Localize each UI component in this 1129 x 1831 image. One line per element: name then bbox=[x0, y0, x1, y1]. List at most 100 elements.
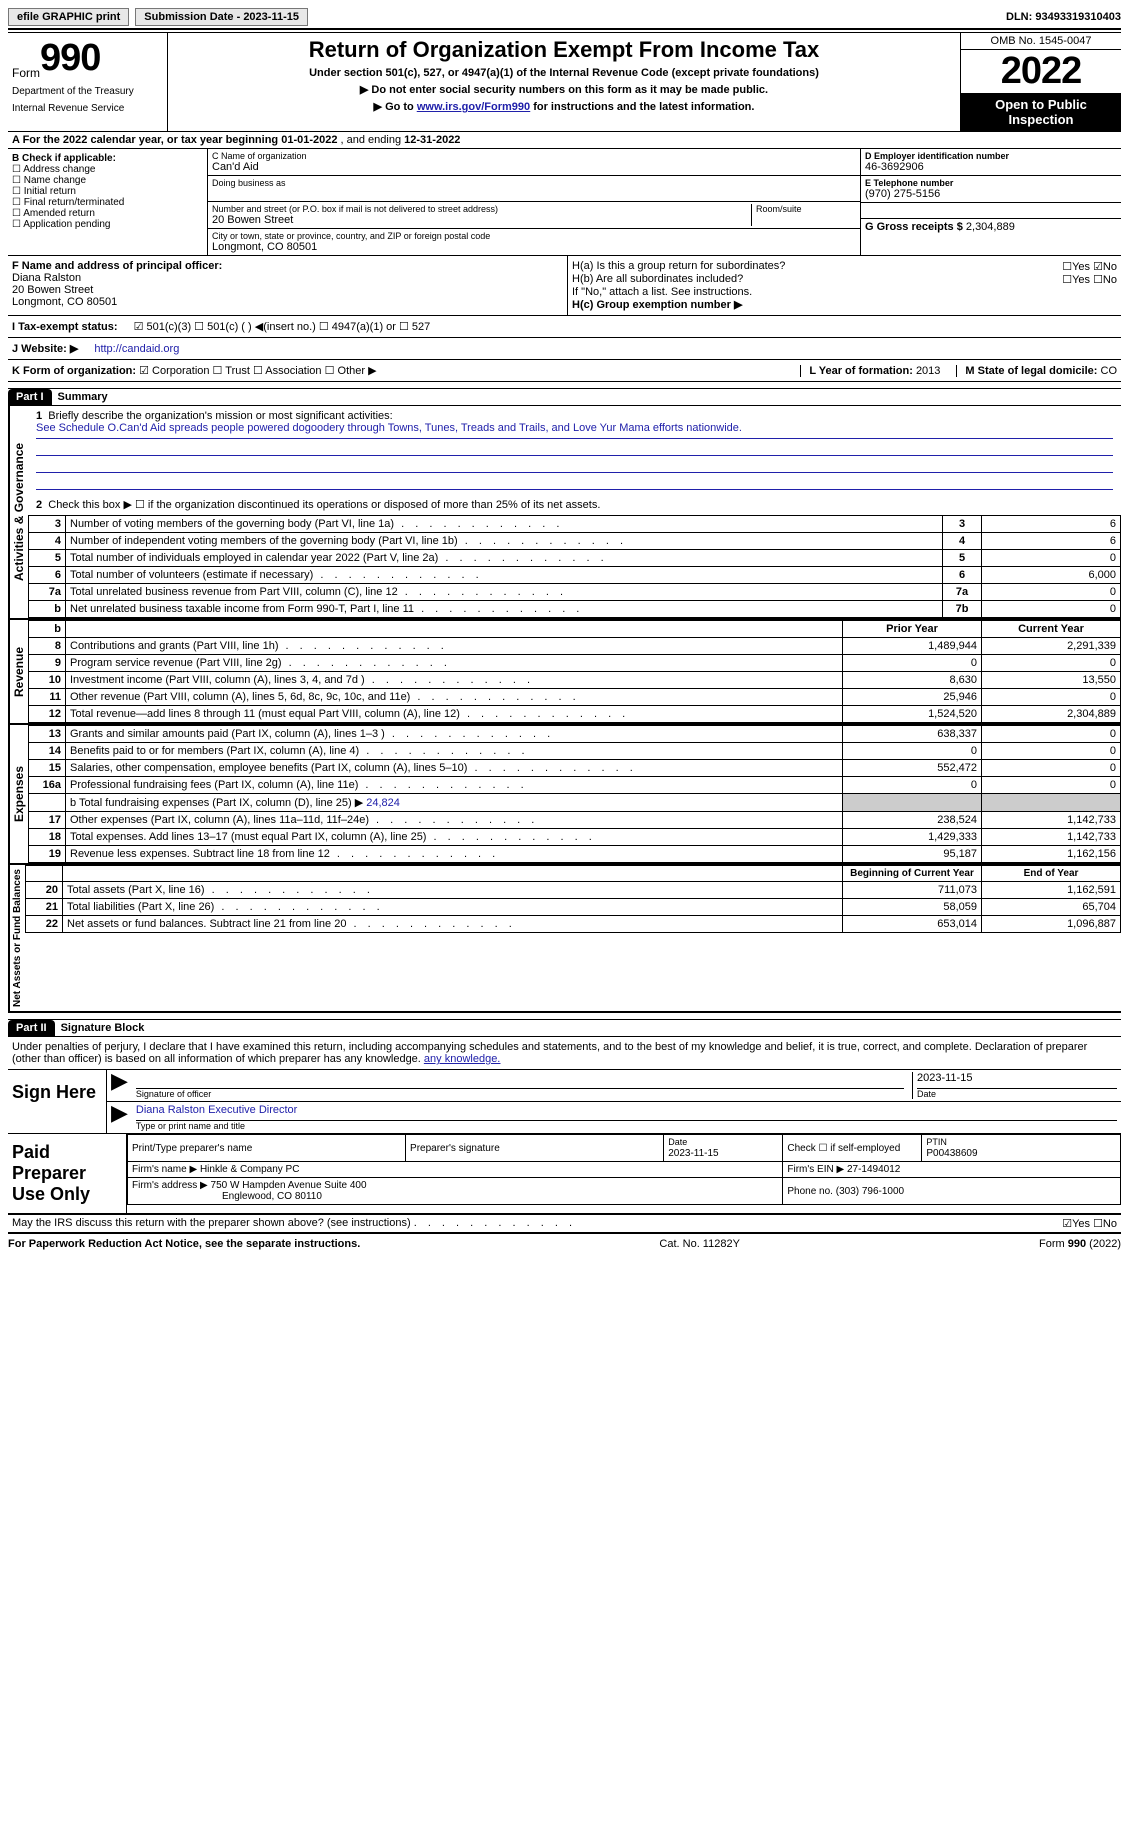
preparer-sig-label: Preparer's signature bbox=[406, 1135, 664, 1162]
line-desc: Total revenue—add lines 8 through 11 (mu… bbox=[66, 706, 843, 723]
line-desc: Professional fundraising fees (Part IX, … bbox=[66, 777, 843, 794]
line-box: 4 bbox=[943, 533, 982, 550]
line-desc: Number of independent voting members of … bbox=[66, 533, 943, 550]
line-value: 6 bbox=[982, 533, 1121, 550]
footer-form: Form 990 (2022) bbox=[1039, 1238, 1121, 1250]
prior-year-value: 638,337 bbox=[843, 726, 982, 743]
current-year-value: 2,304,889 bbox=[982, 706, 1121, 723]
line-num: b bbox=[29, 601, 66, 618]
line1-num: 1 bbox=[36, 410, 42, 422]
expenses-table: 13 Grants and similar amounts paid (Part… bbox=[28, 725, 1121, 863]
firm-phone: (303) 796-1000 bbox=[836, 1186, 904, 1197]
sig-date-label: Date bbox=[917, 1089, 1117, 1099]
chk-address-change[interactable]: Address change bbox=[12, 164, 203, 175]
governance-table: 3 Number of voting members of the govern… bbox=[28, 515, 1121, 618]
current-year-value: 65,704 bbox=[982, 899, 1121, 916]
current-year-value: 0 bbox=[982, 777, 1121, 794]
prior-year-value: 711,073 bbox=[843, 882, 982, 899]
officer-printed-name-label: Type or print name and title bbox=[136, 1121, 1117, 1131]
line-num: 11 bbox=[29, 689, 66, 706]
part2-tag: Part II bbox=[8, 1020, 55, 1036]
officer-name: Diana Ralston bbox=[12, 272, 563, 284]
form-note-ssn: ▶ Do not enter social security numbers o… bbox=[172, 83, 956, 96]
line-box: 7b bbox=[943, 601, 982, 618]
side-net-assets: Net Assets or Fund Balances bbox=[8, 865, 25, 1011]
line-desc: Program service revenue (Part VIII, line… bbox=[66, 655, 843, 672]
prior-year-value: 25,946 bbox=[843, 689, 982, 706]
prior-year-value: 0 bbox=[843, 655, 982, 672]
gross-value: 2,304,889 bbox=[966, 221, 1015, 233]
state-domicile-label: M State of legal domicile: bbox=[965, 365, 1100, 377]
line-num: 3 bbox=[29, 516, 66, 533]
chk-initial-return[interactable]: Initial return bbox=[12, 186, 203, 197]
mission-blank3 bbox=[36, 473, 1113, 490]
website-label: J Website: ▶ bbox=[12, 342, 78, 355]
line-desc: Other expenses (Part IX, column (A), lin… bbox=[66, 812, 843, 829]
line-box: 6 bbox=[943, 567, 982, 584]
chk-name-change[interactable]: Name change bbox=[12, 175, 203, 186]
footer-paperwork: For Paperwork Reduction Act Notice, see … bbox=[8, 1238, 360, 1250]
discuss-question: May the IRS discuss this return with the… bbox=[12, 1217, 411, 1229]
current-year-value: 1,162,591 bbox=[982, 882, 1121, 899]
line-desc: Total number of individuals employed in … bbox=[66, 550, 943, 567]
line-num: 5 bbox=[29, 550, 66, 567]
line-num: 10 bbox=[29, 672, 66, 689]
line-desc: Total unrelated business revenue from Pa… bbox=[66, 584, 943, 601]
ha-label: H(a) Is this a group return for subordin… bbox=[572, 260, 785, 273]
line16b-value: 24,824 bbox=[366, 797, 400, 809]
line-desc: Benefits paid to or for members (Part IX… bbox=[66, 743, 843, 760]
line-num: 6 bbox=[29, 567, 66, 584]
current-year-value: 0 bbox=[982, 655, 1121, 672]
form-org-label: K Form of organization: bbox=[12, 365, 136, 377]
hb-note: If "No," attach a list. See instructions… bbox=[572, 286, 1117, 298]
prior-year-value: 0 bbox=[843, 777, 982, 794]
line-num: 16a bbox=[29, 777, 66, 794]
line-desc: Total liabilities (Part X, line 26) bbox=[63, 899, 843, 916]
form-org-opts: ☑ Corporation ☐ Trust ☐ Association ☐ Ot… bbox=[139, 365, 376, 377]
line-desc: Salaries, other compensation, employee b… bbox=[66, 760, 843, 777]
line-desc: Net assets or fund balances. Subtract li… bbox=[63, 916, 843, 933]
chk-amended-return[interactable]: Amended return bbox=[12, 208, 203, 219]
website-url[interactable]: http://candaid.org bbox=[94, 343, 179, 355]
line-value: 0 bbox=[982, 584, 1121, 601]
hb-answer: ☐Yes ☐No bbox=[1062, 273, 1117, 286]
current-year-value: 0 bbox=[982, 726, 1121, 743]
dept-treasury: Department of the Treasury bbox=[12, 86, 163, 97]
line-desc: Number of voting members of the governin… bbox=[66, 516, 943, 533]
officer-addr2: Longmont, CO 80501 bbox=[12, 296, 563, 308]
ptin: P00438609 bbox=[926, 1148, 977, 1159]
chk-application-pending[interactable]: Application pending bbox=[12, 219, 203, 230]
revenue-table: b Prior Year Current Year 8 Contribution… bbox=[28, 620, 1121, 723]
side-activities-governance: Activities & Governance bbox=[8, 406, 28, 618]
line-num: 13 bbox=[29, 726, 66, 743]
top-bar: efile GRAPHIC print Submission Date - 20… bbox=[8, 8, 1121, 30]
part1-tag: Part I bbox=[8, 389, 52, 405]
chk-final-return[interactable]: Final return/terminated bbox=[12, 197, 203, 208]
column-b-checkboxes: B Check if applicable: Address change Na… bbox=[8, 149, 208, 255]
tax-exempt-label: I Tax-exempt status: bbox=[12, 321, 118, 333]
any-knowledge-link[interactable]: any knowledge. bbox=[424, 1053, 500, 1065]
street-value: 20 Bowen Street bbox=[212, 214, 751, 226]
preparer-date: 2023-11-15 bbox=[668, 1148, 718, 1159]
submission-date: Submission Date - 2023-11-15 bbox=[135, 8, 308, 26]
efile-print-button[interactable]: efile GRAPHIC print bbox=[8, 8, 129, 26]
line1-label: Briefly describe the organization's miss… bbox=[48, 410, 392, 422]
perjury-declaration: Under penalties of perjury, I declare th… bbox=[8, 1037, 1121, 1069]
current-year-value: 0 bbox=[982, 760, 1121, 777]
current-year-value: 1,142,733 bbox=[982, 812, 1121, 829]
line-value: 6,000 bbox=[982, 567, 1121, 584]
line-num: 15 bbox=[29, 760, 66, 777]
street-label: Number and street (or P.O. box if mail i… bbox=[212, 204, 751, 214]
prior-year-value: 1,429,333 bbox=[843, 829, 982, 846]
beginning-year-header: Beginning of Current Year bbox=[843, 866, 982, 882]
prior-year-value: 95,187 bbox=[843, 846, 982, 863]
form-title: Return of Organization Exempt From Incom… bbox=[172, 37, 956, 63]
paid-preparer-table: Print/Type preparer's name Preparer's si… bbox=[127, 1134, 1121, 1205]
irs-link[interactable]: www.irs.gov/Form990 bbox=[417, 101, 530, 113]
prior-year-value: 653,014 bbox=[843, 916, 982, 933]
line-num: 4 bbox=[29, 533, 66, 550]
line-desc: Other revenue (Part VIII, column (A), li… bbox=[66, 689, 843, 706]
line-value: 0 bbox=[982, 550, 1121, 567]
dln: DLN: 93493319310403 bbox=[1006, 11, 1121, 23]
current-year-value: 1,162,156 bbox=[982, 846, 1121, 863]
